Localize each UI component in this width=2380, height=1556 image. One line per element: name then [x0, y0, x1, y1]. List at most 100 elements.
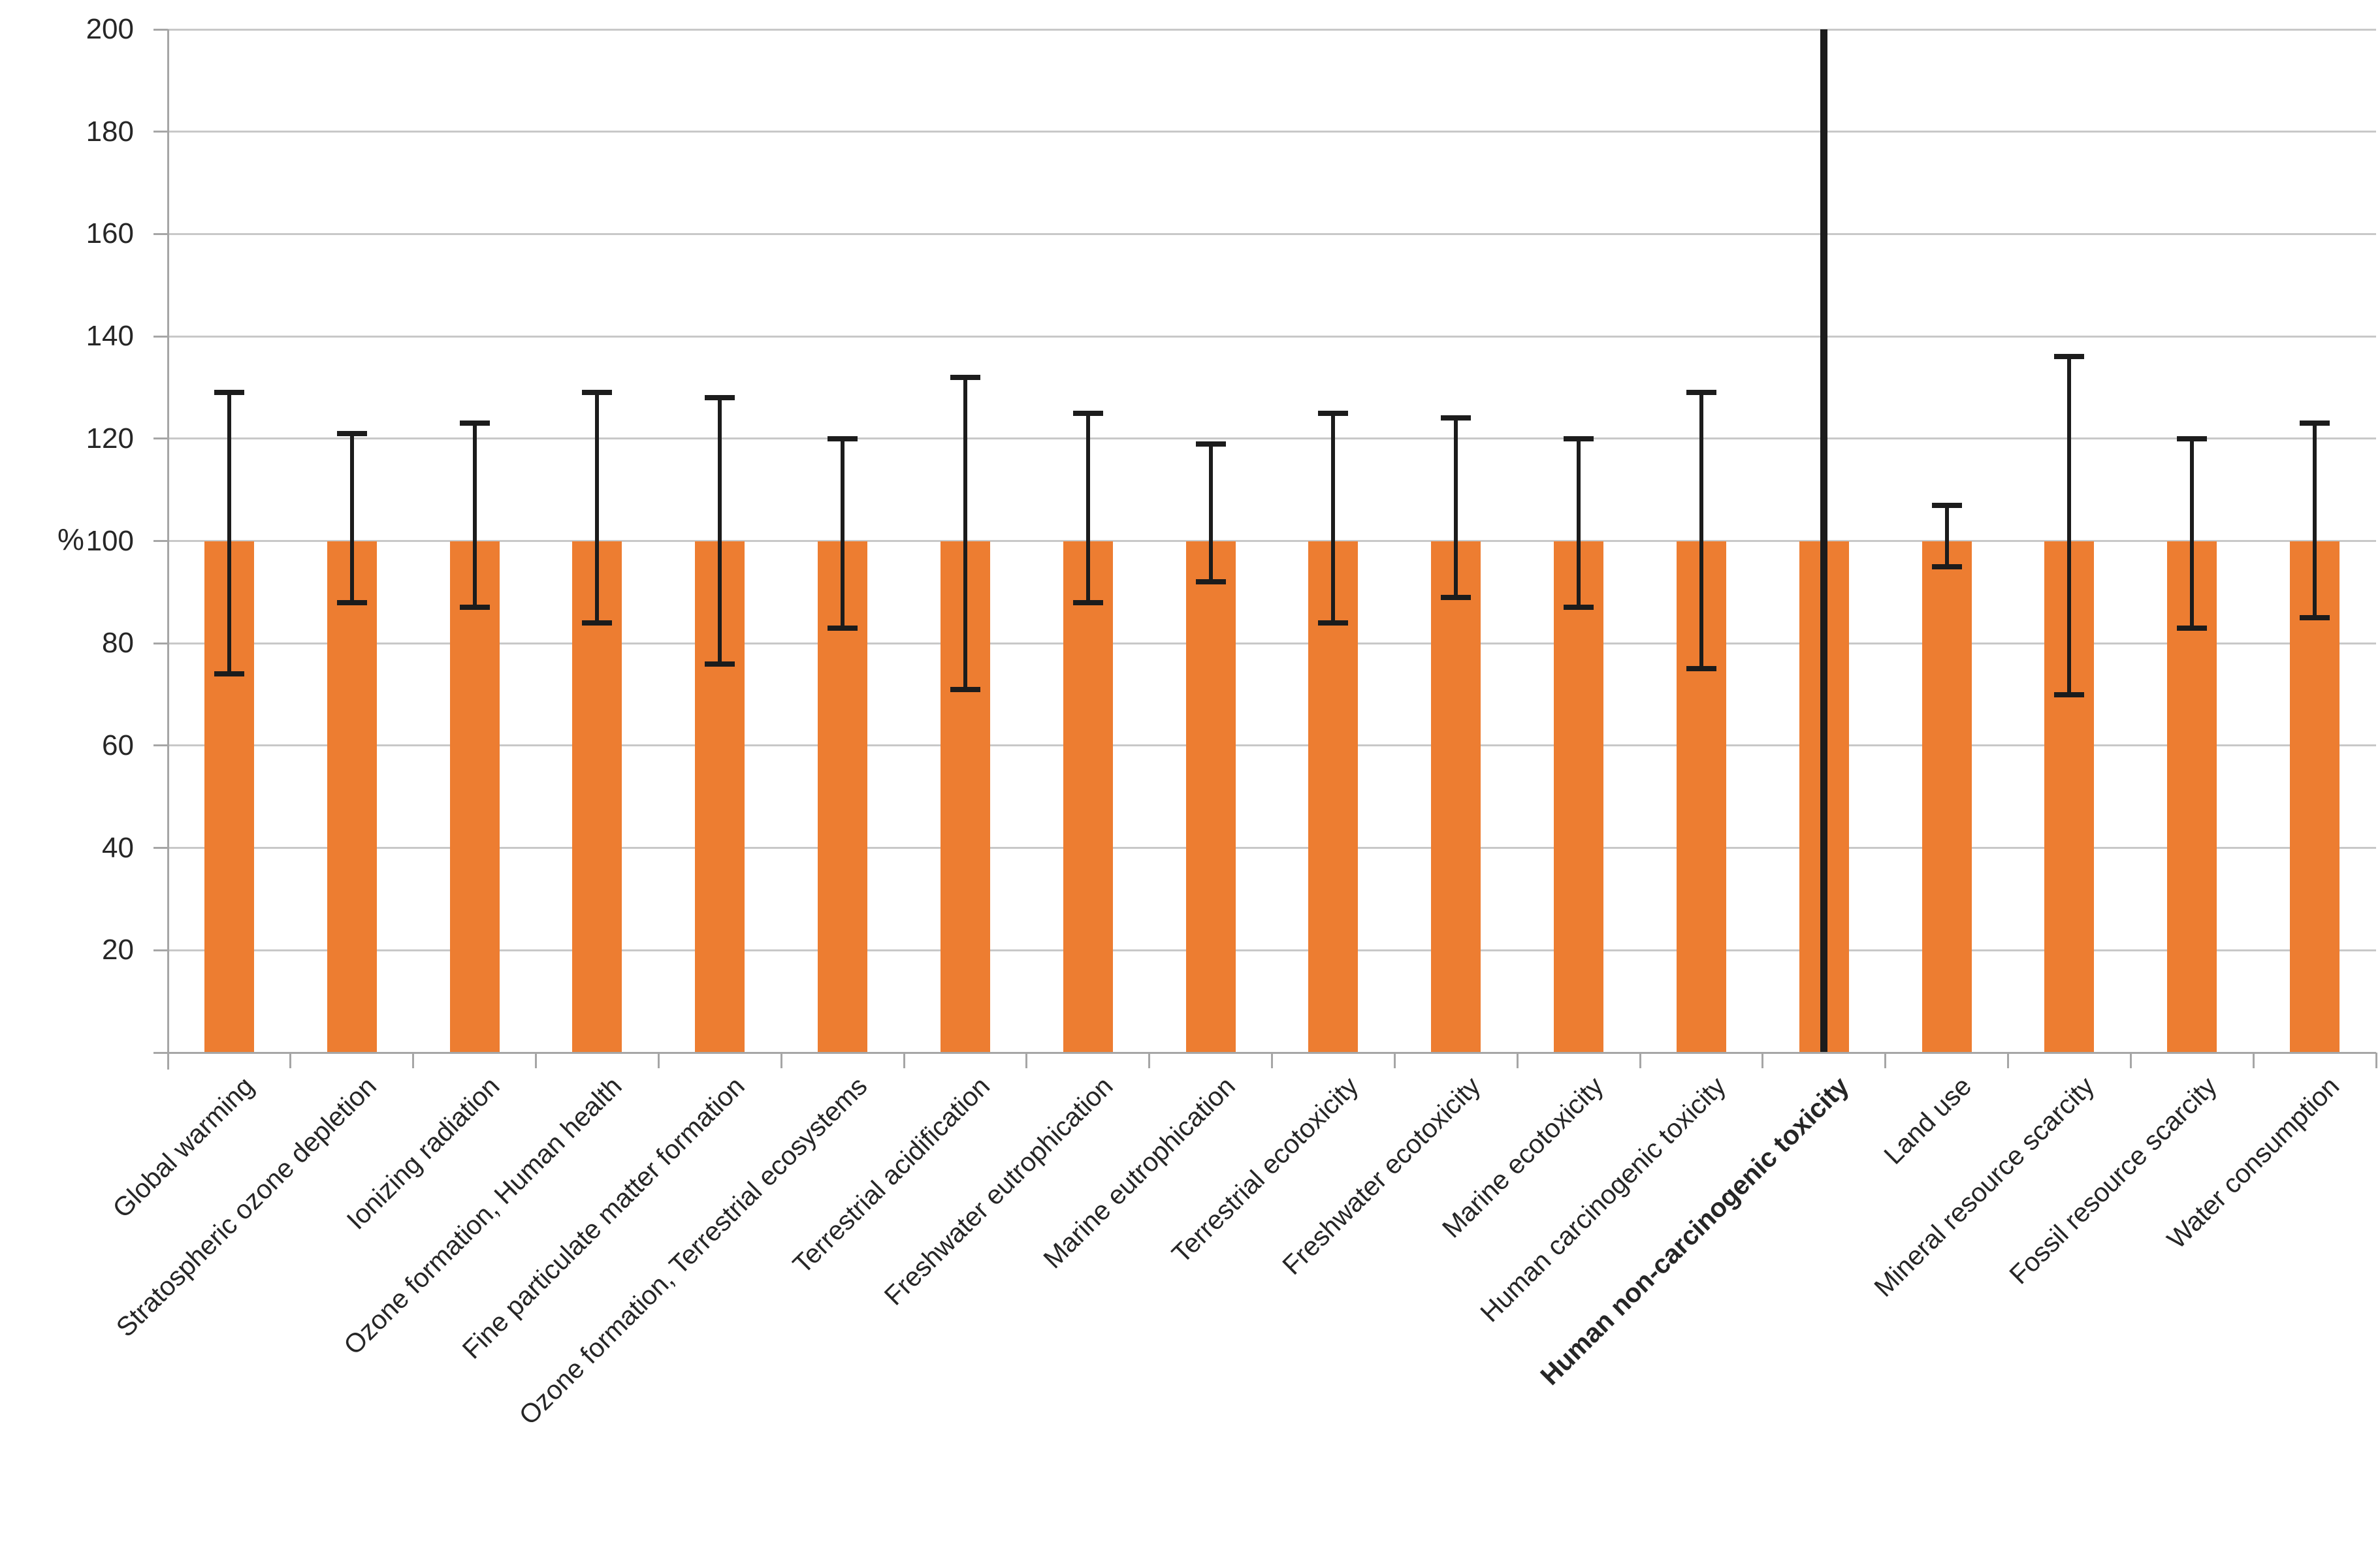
error-bar: [1331, 413, 1336, 623]
y-axis-tick: [153, 131, 168, 133]
x-axis-tick: [1761, 1053, 1764, 1068]
y-tick-label: 180: [86, 115, 134, 148]
error-bar-cap-top: [582, 390, 613, 396]
y-axis-tick: [153, 28, 168, 31]
error-bar: [595, 392, 600, 623]
x-axis-tick: [1393, 1053, 1396, 1068]
bar: [1185, 541, 1236, 1053]
error-bar-cap-top: [1564, 436, 1594, 441]
x-axis-tick: [780, 1053, 782, 1068]
error-bar-cap-bottom: [2054, 691, 2085, 697]
x-axis-tick: [2375, 1053, 2377, 1068]
x-axis-tick: [2007, 1053, 2009, 1068]
y-tick-label: 160: [86, 217, 134, 250]
x-axis-label: Freshwater ecotoxicity: [1276, 1071, 1487, 1280]
error-bar: [2190, 438, 2195, 628]
error-bar: [1208, 443, 1213, 582]
x-axis-tick: [412, 1053, 415, 1068]
error-bar-cap-bottom: [2300, 615, 2330, 621]
error-bar-cap-top: [2054, 354, 2085, 360]
error-bar: [227, 392, 231, 675]
error-bar-cap-bottom: [2177, 625, 2208, 631]
error-bar-cap-top: [1195, 441, 1226, 447]
x-axis-tick: [167, 1053, 169, 1068]
y-tick-label: 100: [86, 524, 134, 557]
error-bar: [841, 438, 845, 628]
x-axis-label: Land use: [1878, 1071, 1978, 1170]
error-bar-cap-bottom: [705, 661, 735, 667]
error-bar-cap-top: [1072, 410, 1103, 416]
y-tick-label: 40: [102, 831, 134, 864]
y-axis-title: %: [57, 522, 84, 556]
x-axis-label: Terrestrial acidification: [787, 1071, 996, 1280]
error-bar: [1454, 418, 1458, 597]
x-axis-tick: [657, 1053, 660, 1068]
error-bar-cap-top: [459, 421, 490, 426]
error-bar-cap-top: [828, 436, 858, 441]
error-bar-clipped: [1820, 29, 1828, 1053]
bar: [1431, 541, 1481, 1053]
x-axis-tick: [1516, 1053, 1519, 1068]
y-tick-label: 120: [86, 422, 134, 454]
x-axis-line: [153, 1051, 2376, 1054]
x-axis-tick: [535, 1053, 537, 1068]
y-axis-tick: [153, 949, 168, 951]
x-axis-tick: [1148, 1053, 1151, 1068]
bar: [2290, 541, 2340, 1053]
y-axis-tick: [153, 642, 168, 644]
gridline: [168, 540, 2376, 542]
y-axis-tick: [153, 847, 168, 849]
x-axis-tick: [2252, 1053, 2255, 1068]
error-bar: [2313, 423, 2317, 618]
error-bar-cap-bottom: [582, 620, 613, 626]
x-axis-tick: [1884, 1053, 1887, 1068]
y-tick-label: 20: [102, 934, 134, 966]
error-bar-cap-bottom: [336, 599, 367, 605]
bar: [1308, 541, 1359, 1053]
error-bar: [349, 433, 354, 603]
error-bar-cap-bottom: [1686, 666, 1716, 672]
x-axis-label: Fossil resource scarcity: [2003, 1071, 2223, 1290]
y-tick-label: 60: [102, 729, 134, 761]
gridline: [168, 744, 2376, 747]
error-bar: [1699, 392, 1703, 669]
error-bar-cap-top: [1441, 415, 1471, 421]
y-axis-tick: [153, 335, 168, 338]
x-axis-tick: [1025, 1053, 1028, 1068]
error-bar: [718, 398, 722, 664]
bar: [327, 541, 377, 1053]
bar: [1922, 541, 1972, 1053]
error-bar-cap-bottom: [1931, 564, 1962, 569]
error-bar-cap-bottom: [1564, 605, 1594, 611]
error-bar-cap-top: [1318, 410, 1349, 416]
y-tick-label: 200: [86, 13, 134, 45]
bar: [1554, 541, 1604, 1053]
y-axis-tick: [153, 540, 168, 542]
error-bar-cap-top: [1686, 390, 1716, 396]
y-axis-tick: [153, 744, 168, 747]
y-axis-line: [167, 29, 169, 1070]
error-bar-cap-top: [950, 374, 980, 380]
x-axis-label: Human carcinogenic toxicity: [1474, 1071, 1732, 1328]
gridline: [168, 232, 2376, 235]
error-bar-cap-bottom: [1072, 599, 1103, 605]
error-bar-cap-top: [1931, 502, 1962, 508]
error-bar-cap-bottom: [950, 686, 980, 692]
error-bar-cap-top: [2300, 421, 2330, 426]
y-axis-tick: [153, 437, 168, 440]
error-bar-cap-bottom: [1441, 594, 1471, 600]
gridline: [168, 437, 2376, 440]
error-bar-cap-top: [214, 390, 244, 396]
bar: [449, 541, 500, 1053]
gridline: [168, 131, 2376, 133]
bar: [1063, 541, 1113, 1053]
error-bar: [2067, 357, 2072, 695]
error-bar: [472, 423, 477, 608]
x-axis-label: Mineral resource scarcity: [1868, 1071, 2100, 1303]
error-bar-cap-bottom: [214, 671, 244, 677]
gridline: [168, 335, 2376, 338]
error-bar: [963, 377, 967, 690]
gridline: [168, 949, 2376, 951]
gridline: [168, 642, 2376, 644]
